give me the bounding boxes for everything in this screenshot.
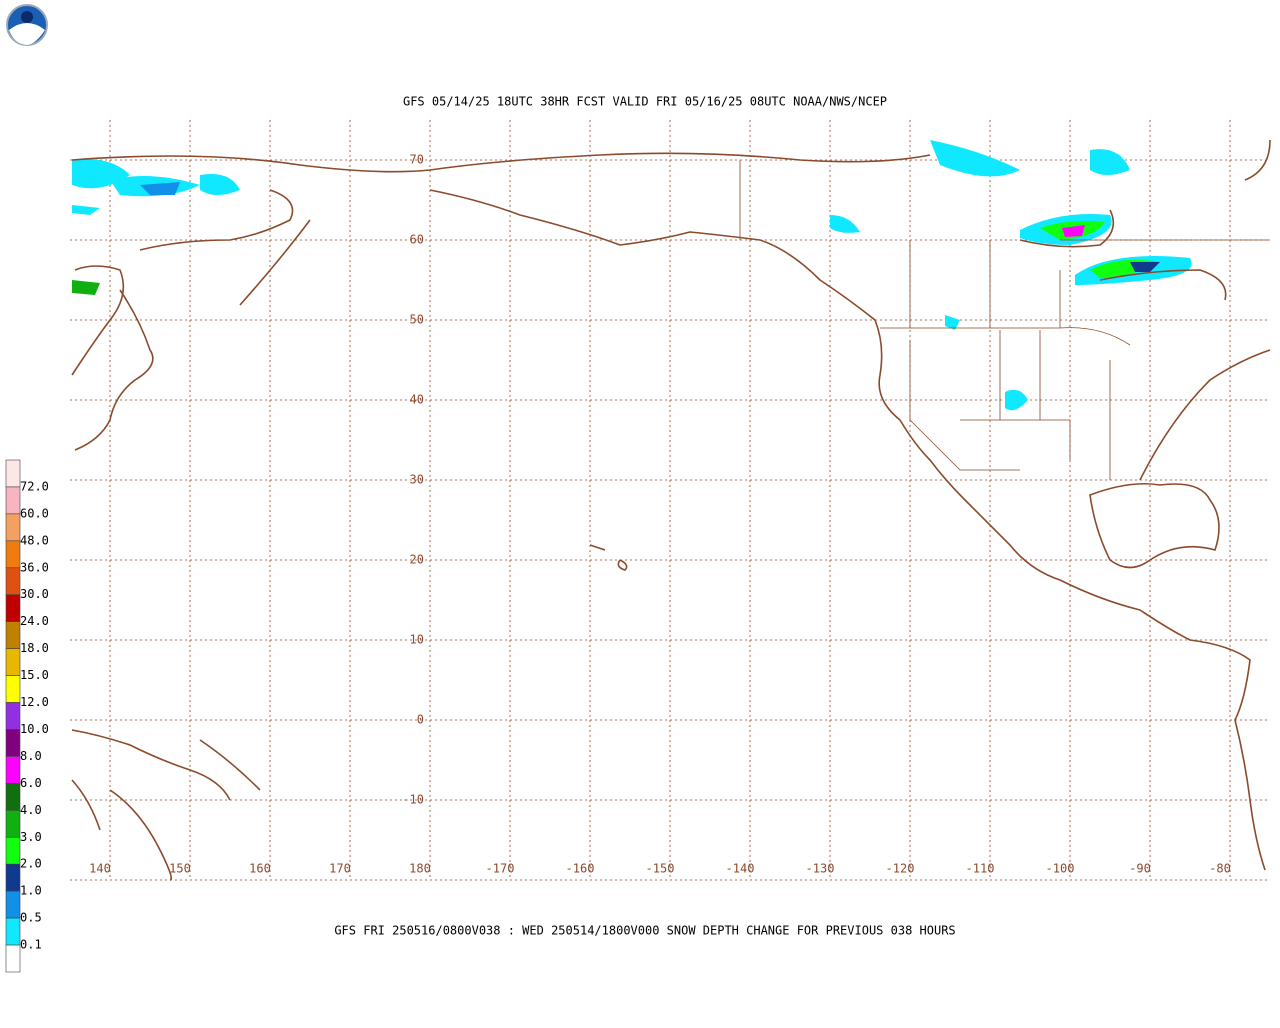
grid <box>70 120 1270 881</box>
legend-label: 18.0 <box>20 641 49 655</box>
legend-label: 36.0 <box>20 560 49 574</box>
legend-swatch <box>5 783 21 811</box>
latitude-label: 10 <box>410 633 424 647</box>
latitude-label: 70 <box>410 153 424 167</box>
legend-label: 12.0 <box>20 695 49 709</box>
longitude-label: -140 <box>726 862 755 876</box>
map-title: GFS 05/14/25 18UTC 38HR FCST VALID FRI 0… <box>403 95 887 109</box>
legend-swatch <box>5 594 21 622</box>
latitude-label: 50 <box>410 313 424 327</box>
latitude-label: 40 <box>410 393 424 407</box>
longitude-label: -130 <box>806 862 835 876</box>
legend-swatch <box>5 648 21 676</box>
legend-swatch <box>5 621 21 649</box>
legend-swatch <box>5 702 21 730</box>
legend-label: 10.0 <box>20 722 49 736</box>
longitude-label: 140 <box>89 862 111 876</box>
legend-label: 0.5 <box>20 911 42 925</box>
longitude-label: -120 <box>886 862 915 876</box>
legend-label: 48.0 <box>20 533 49 547</box>
legend-label: 8.0 <box>20 749 42 763</box>
legend-swatch <box>5 890 21 919</box>
legend-label: 1.0 <box>20 884 42 898</box>
legend-swatch <box>5 486 21 515</box>
longitude-label: 150 <box>169 862 191 876</box>
latitude-labels: 70 60 50 40 30 20 10 0 -10 <box>402 153 424 807</box>
noaa-logo <box>6 4 48 46</box>
legend-swatch <box>5 567 21 596</box>
latitude-label: 20 <box>410 553 424 567</box>
legend-label: 6.0 <box>20 776 42 790</box>
legend-label: 15.0 <box>20 668 49 682</box>
legend-swatch <box>5 944 21 973</box>
legend-swatch <box>5 863 21 892</box>
longitude-label: 160 <box>249 862 271 876</box>
legend-label: 4.0 <box>20 803 42 817</box>
coastlines <box>71 139 1271 881</box>
legend-swatch <box>5 810 21 838</box>
longitude-label: -160 <box>566 862 595 876</box>
legend-label: 30.0 <box>20 587 49 601</box>
legend-swatch <box>5 513 21 542</box>
legend-swatch <box>5 675 21 703</box>
state-borders <box>739 160 1270 480</box>
legend-label: 2.0 <box>20 857 42 871</box>
longitude-label: -90 <box>1129 862 1151 876</box>
longitude-label: -170 <box>486 862 515 876</box>
latitude-label: 60 <box>410 233 424 247</box>
map-footer: GFS FRI 250516/0800V038 : WED 250514/180… <box>334 924 955 938</box>
legend-swatch <box>5 459 21 488</box>
legend-label: 3.0 <box>20 830 42 844</box>
legend-label: 60.0 <box>20 506 49 520</box>
longitude-label: 180 <box>409 862 431 876</box>
latitude-label: 0 <box>417 713 424 727</box>
legend-swatch <box>5 540 21 569</box>
snow-patches <box>72 140 1192 411</box>
legend: 72.0 60.0 48.0 36.0 30.0 24.0 18.0 15.0 12.0 10.0… <box>5 459 49 973</box>
legend-label: 72.0 <box>20 479 49 493</box>
latitude-label: -10 <box>402 793 424 807</box>
longitude-label: 170 <box>329 862 351 876</box>
legend-label: 0.1 <box>20 938 42 952</box>
latitude-label: 30 <box>410 473 424 487</box>
legend-swatch <box>5 756 21 784</box>
longitude-label: -80 <box>1209 862 1231 876</box>
legend-swatch <box>5 917 21 946</box>
longitude-labels: 140 150 160 170 180 -170 -160 -150 -140 -130 -120 -… <box>89 862 1231 876</box>
longitude-label: -110 <box>966 862 995 876</box>
longitude-label: -150 <box>646 862 675 876</box>
legend-swatch <box>5 729 21 757</box>
legend-swatch <box>5 836 21 865</box>
legend-label: 24.0 <box>20 614 49 628</box>
longitude-label: -100 <box>1046 862 1075 876</box>
